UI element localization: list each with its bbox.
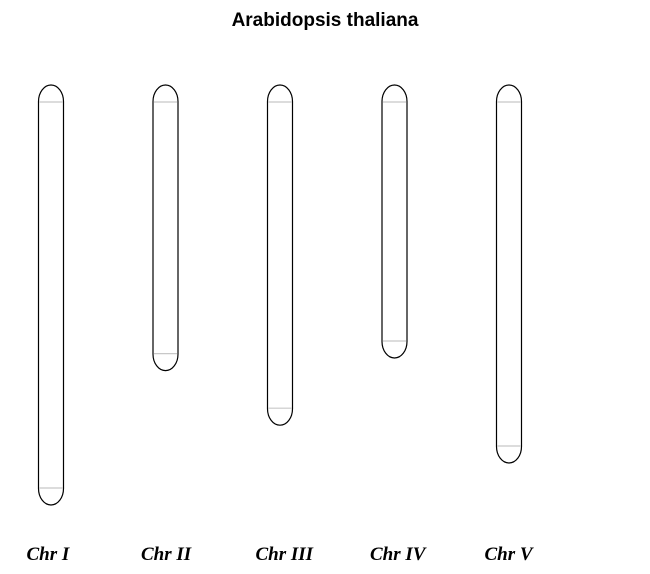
chromosome-label: Chr II [141, 544, 192, 565]
chromosome-group: Chr I Chr II Chr III Chr IV Chr V [27, 84, 534, 565]
chromosome-body [266, 84, 294, 426]
chromosome-label: Chr I [27, 544, 70, 565]
chromosome-body [495, 84, 523, 464]
chromosome-label: Chr IV [370, 544, 427, 565]
chromosome-body [381, 84, 408, 359]
diagram-title: Arabidopsis thaliana [232, 10, 419, 31]
chromosome-label: Chr III [256, 544, 314, 565]
chromosome-body [152, 84, 179, 372]
chromosome-body [37, 84, 65, 506]
chromosome-label: Chr V [485, 544, 534, 565]
